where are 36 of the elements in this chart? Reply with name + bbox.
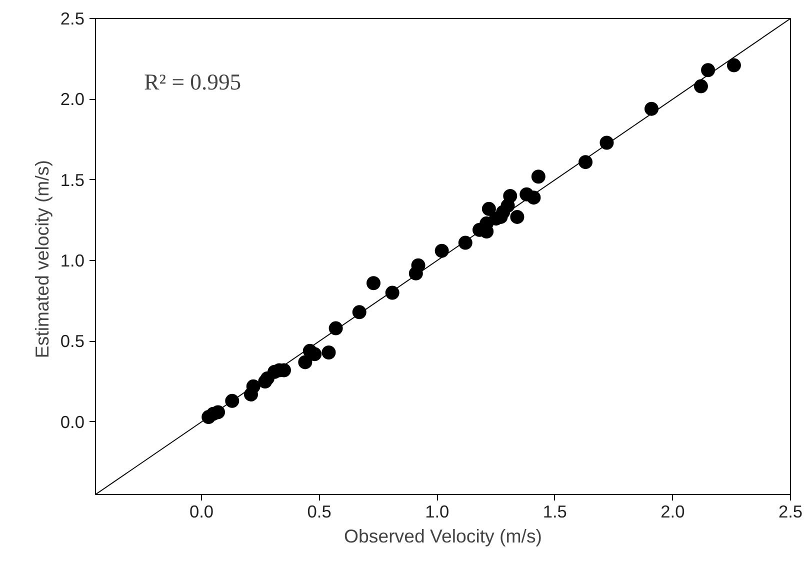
- x-tick-label: 1.5: [542, 502, 567, 522]
- x-tick-label: 2.5: [778, 502, 803, 522]
- point: [328, 321, 343, 336]
- point: [644, 102, 658, 116]
- point: [578, 155, 593, 170]
- point: [503, 189, 518, 203]
- y-axis-title: Estimated velocity (m/s): [31, 160, 52, 358]
- y-tick-label: 2.5: [60, 8, 85, 28]
- point: [225, 394, 240, 408]
- point: [726, 58, 741, 72]
- point: [366, 276, 380, 290]
- point: [701, 63, 716, 78]
- annotation: R² = 0.995: [144, 70, 242, 95]
- point: [411, 258, 426, 272]
- x-tick-label: 1.0: [425, 502, 450, 522]
- point: [352, 305, 366, 320]
- x-tick-label: 2.0: [660, 502, 685, 522]
- point: [482, 202, 496, 216]
- point: [458, 236, 472, 250]
- point: [434, 244, 449, 258]
- x-tick-label: 0.0: [189, 502, 214, 522]
- y-tick-label: 1.5: [60, 170, 85, 190]
- point: [510, 210, 524, 224]
- point: [531, 170, 546, 184]
- point: [385, 286, 400, 300]
- y-tick-label: 0.0: [60, 412, 85, 432]
- y-tick-label: 2.0: [60, 89, 85, 110]
- x-tick-label: 0.5: [307, 502, 332, 522]
- y-tick-label: 1.0: [60, 250, 85, 271]
- point: [322, 346, 336, 360]
- y-tick-label: 0.5: [60, 331, 85, 352]
- point: [526, 190, 541, 205]
- point: [298, 355, 312, 370]
- point: [694, 79, 708, 94]
- x-axis-title: Observed Velocity (m/s): [344, 526, 542, 546]
- point: [600, 136, 614, 150]
